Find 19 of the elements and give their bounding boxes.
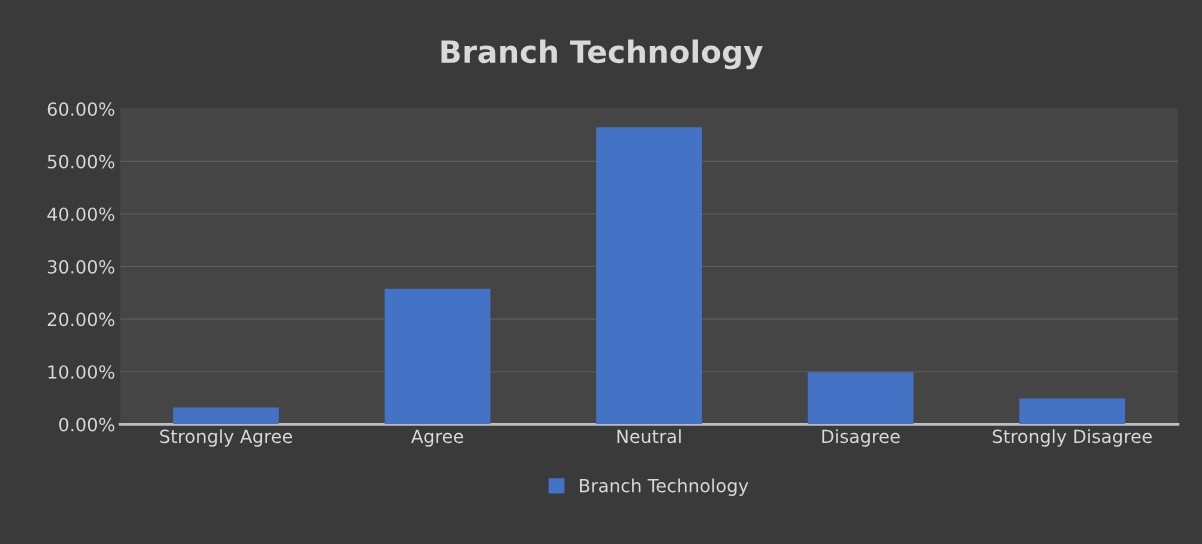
bar (596, 127, 702, 425)
bar (807, 372, 914, 425)
x-tick-label: Neutral (617, 429, 681, 444)
y-tick-label: 50.00% (47, 154, 115, 169)
bar (384, 288, 491, 425)
y-tick-label: 10.00% (48, 365, 115, 379)
bar (1019, 398, 1126, 425)
chart-title: Branch Technology (441, 39, 763, 70)
x-tick-label: Strongly Disagree (992, 429, 1152, 447)
y-tick-label: 40.00% (47, 207, 115, 222)
x-tick-label: Agree (411, 429, 464, 447)
y-tick-label: 20.00% (47, 312, 115, 327)
y-tick-label: 60.00% (47, 102, 115, 116)
y-tick-label: 30.00% (47, 260, 115, 274)
legend-label: Branch Technology (580, 478, 749, 496)
bar (173, 407, 279, 425)
x-tick-label: Disagree (822, 429, 900, 447)
y-tick-label: 0.00% (59, 417, 115, 432)
x-tick-label: Strongly Agree (160, 429, 293, 447)
